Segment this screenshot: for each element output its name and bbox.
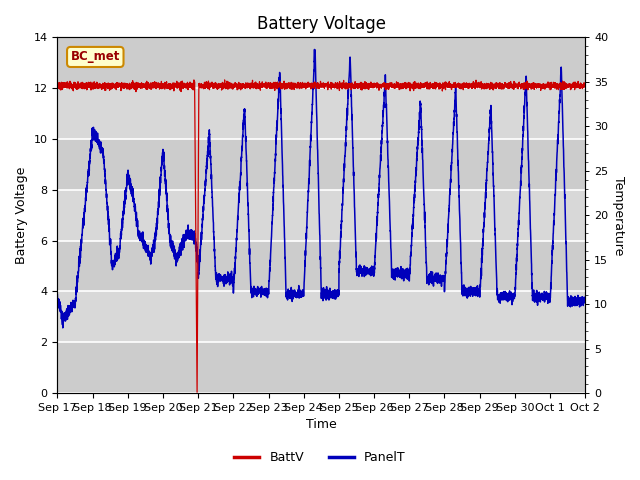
Bar	[58, 240, 585, 291]
Y-axis label: Temperature: Temperature	[612, 176, 625, 255]
Bar	[58, 37, 585, 88]
X-axis label: Time: Time	[306, 419, 337, 432]
Legend: BattV, PanelT: BattV, PanelT	[229, 446, 411, 469]
Bar	[58, 88, 585, 139]
Bar	[58, 190, 585, 240]
Bar	[58, 139, 585, 190]
Y-axis label: Battery Voltage: Battery Voltage	[15, 167, 28, 264]
Text: BC_met: BC_met	[70, 50, 120, 63]
Bar	[58, 291, 585, 342]
Bar	[58, 342, 585, 393]
Title: Battery Voltage: Battery Voltage	[257, 15, 386, 33]
